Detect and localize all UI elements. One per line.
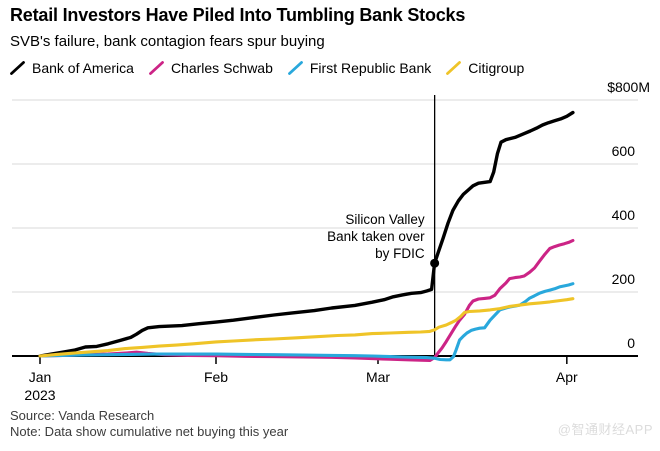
y-axis-label-400: 400 — [612, 207, 636, 223]
cumulative-net-buying-line-chart: $800M 600 400 200 0 Jan Feb Mar Apr 2023 Silicon V… — [12, 80, 650, 403]
legend-slash-icon-bank-of-america — [10, 61, 25, 75]
svb-annotation-line-2: Bank taken over — [327, 229, 425, 244]
chart-title: Retail Investors Have Piled Into Tumblin… — [10, 5, 466, 25]
x-axis-label-apr: Apr — [556, 369, 578, 385]
y-axis-label-200: 200 — [612, 271, 636, 287]
legend-label: Bank of America — [32, 60, 134, 76]
x-axis-label-jan: Jan — [29, 369, 52, 385]
legend-item-charles-schwab: Charles Schwab — [149, 60, 273, 76]
legend-label: Charles Schwab — [170, 60, 273, 76]
svb-annotation-line-1: Silicon Valley — [345, 212, 425, 227]
legend-item-first-republic-bank: First Republic Bank — [287, 60, 432, 76]
svb-annotation-line-3: by FDIC — [375, 246, 425, 261]
source-note: Source: Vanda Research — [10, 408, 155, 423]
chart-line-bank-of-america — [38, 110, 575, 358]
svb-event-marker-dot — [430, 258, 440, 268]
chart-subtitle: SVB's failure, bank contagion fears spur… — [10, 33, 325, 50]
legend-slash-icon-citigroup — [446, 61, 462, 75]
chart-line-charles-schwab — [38, 238, 575, 363]
legend-label: First Republic Bank — [309, 60, 432, 76]
chart-line-first-republic-bank — [38, 282, 575, 362]
data-note: Note: Data show cumulative net buying th… — [10, 424, 289, 439]
chart-line-citigroup — [38, 297, 575, 358]
y-axis-label-800: $800M — [607, 80, 650, 95]
legend-slash-icon-charles-schwab — [149, 61, 164, 75]
x-axis-label-feb: Feb — [204, 369, 228, 385]
legend-item-bank-of-america: Bank of America — [10, 60, 134, 76]
y-axis-label-0: 0 — [627, 335, 635, 351]
legend-slash-icon-first-republic-bank — [287, 61, 303, 75]
legend-item-citigroup: Citigroup — [446, 60, 524, 76]
legend-label: Citigroup — [468, 60, 525, 76]
x-axis-year-label: 2023 — [24, 387, 55, 403]
legend: Bank of America Charles Schwab First Repub… — [10, 60, 524, 76]
watermark: @智通财经APP — [557, 422, 653, 437]
x-axis-label-mar: Mar — [366, 369, 390, 385]
y-axis-label-600: 600 — [612, 143, 636, 159]
chart-footnotes: Source: Vanda Research Note: Data show c… — [10, 408, 288, 440]
